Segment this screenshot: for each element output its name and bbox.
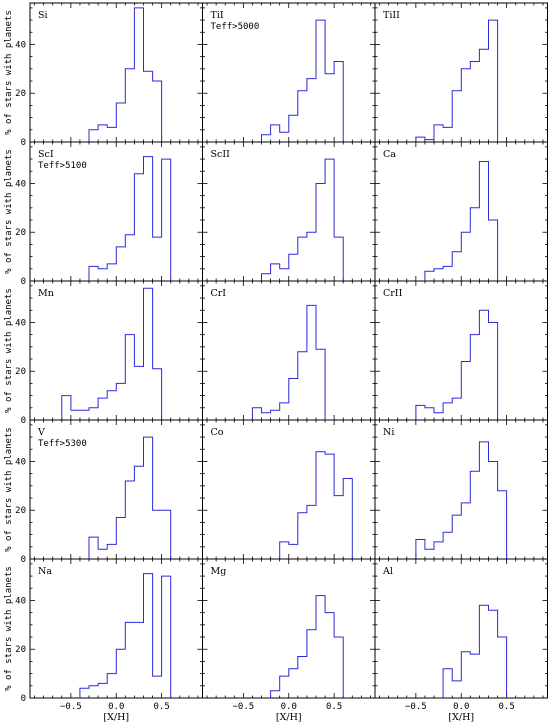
histogram-series [424,161,499,281]
panel-label: Teff>5300 [38,439,87,449]
y-axis-label: % of stars with planets [4,566,14,691]
y-tick-label: 0 [21,138,26,148]
x-tick-label: 0.5 [326,702,342,712]
panel-frame [29,280,203,421]
panel-label: TiI [211,10,224,21]
panel: 0 20 40 Mn [15,280,203,426]
panel-label: Ca [383,149,396,160]
y-tick-label: 20 [15,506,26,516]
histogram-series [415,309,499,420]
x-tick-label: −0.5 [233,702,255,712]
panel-label: CrI [211,288,227,299]
panel: Ni [374,419,548,560]
x-axis-label: [X/H] [448,712,474,723]
panel: CrII [374,280,548,421]
y-tick-label: 40 [15,318,26,328]
x-tick-label: 0.5 [499,702,515,712]
panel-label: Ni [383,427,394,438]
panel-frame [374,280,548,421]
panel-frame [202,419,376,560]
x-tick-label: 0.0 [453,702,469,712]
panel: 0 20 40 Na [15,558,203,704]
panel-frame [202,558,376,699]
panel: CrI [202,280,376,421]
y-tick-label: 0 [21,277,26,287]
panel-label: ScI [38,149,54,160]
panel-label: CrII [383,288,403,299]
panel: TiII [374,2,548,143]
panel-label: Na [38,566,52,577]
y-tick-label: 20 [15,645,26,655]
histogram-series [261,158,344,281]
histogram-series [88,7,163,142]
y-axis-label: % of stars with planets [4,427,14,552]
y-tick-label: 0 [21,416,26,426]
histogram-series [415,19,499,142]
x-axis-label: [X/H] [103,712,129,723]
x-tick-label: 0.0 [108,702,124,712]
x-axis-label: [X/H] [276,712,302,723]
panel-label: Mn [38,288,54,299]
panel: ScII [202,141,376,282]
panel-label: Teff>5000 [211,22,260,32]
panel-label: Al [382,566,393,577]
y-tick-label: 40 [15,596,26,606]
x-tick-label: 0.0 [281,702,297,712]
y-tick-label: 0 [21,555,26,565]
panel-frame [29,558,203,699]
y-tick-label: 40 [15,40,26,50]
y-tick-label: 0 [21,694,26,704]
y-tick-label: 20 [15,367,26,377]
histogram-series [279,451,353,559]
x-tick-label: 0.5 [154,702,170,712]
panel-frame [374,141,548,282]
y-tick-label: 20 [15,228,26,238]
histogram-series [251,304,326,420]
y-tick-label: 40 [15,179,26,189]
histogram-series [442,604,508,698]
panel-frame [374,419,548,560]
panel-label: ScII [211,149,231,160]
histogram-series [61,287,163,420]
panel-label: Mg [211,566,227,577]
x-tick-label: −0.5 [60,702,82,712]
panel: Al [374,558,548,699]
panel: Mg [202,558,376,699]
panel-label: TiII [383,10,400,21]
panel-label: V [37,427,45,438]
histogram-series [270,595,344,698]
y-tick-label: 20 [15,89,26,99]
y-tick-label: 40 [15,457,26,467]
histogram-series [261,19,344,142]
panel: Ca [374,141,548,282]
panel-label: Teff>5100 [38,161,87,171]
y-axis-label: % of stars with planets [4,288,14,413]
panel: 0 20 40 Si [15,2,203,148]
histogram-series [79,573,172,698]
panel-label: Si [38,10,48,21]
histogram-series [415,441,508,559]
y-axis-label: % of stars with planets [4,149,14,274]
panel-label: Co [211,427,224,438]
x-tick-label: −0.5 [405,702,427,712]
y-axis-label: % of stars with planets [4,10,14,135]
histogram-series [88,436,172,559]
panel: Co [202,419,376,560]
histogram-series [88,156,172,281]
